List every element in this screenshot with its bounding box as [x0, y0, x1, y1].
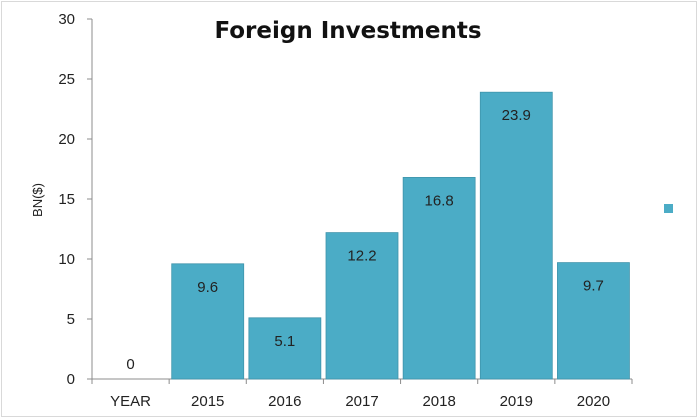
- bar-2019: [479, 91, 553, 380]
- bar-2017: [325, 232, 399, 380]
- plot-area: 0 5 10 15 20 25 30 0 YEAR 9.6 2015 5.1 2016 12.2 2017 1…: [58, 11, 633, 410]
- data-label-2018: 16.8: [425, 192, 454, 209]
- x-tick-label-2015: 2015: [191, 393, 224, 410]
- data-label-YEAR: 0: [126, 356, 134, 373]
- data-label-2019: 23.9: [502, 107, 531, 124]
- bar-2018: [402, 176, 476, 380]
- data-label-2017: 12.2: [347, 248, 376, 265]
- legend-marker: [664, 204, 673, 213]
- y-tick-label: 20: [58, 131, 75, 148]
- x-tick-label-2017: 2017: [345, 393, 378, 410]
- y-tick-label: 0: [67, 371, 75, 388]
- y-tick-label: 5: [67, 311, 75, 328]
- x-tick-label-2016: 2016: [268, 393, 301, 410]
- bar-2015: [171, 263, 245, 380]
- x-tick-label-2020: 2020: [577, 393, 610, 410]
- y-tick-label: 10: [58, 251, 75, 268]
- x-tick-label-YEAR: YEAR: [110, 393, 151, 410]
- y-tick-label: 15: [58, 191, 75, 208]
- x-tick-label-2018: 2018: [422, 393, 455, 410]
- data-label-2020: 9.7: [583, 278, 604, 295]
- y-tick-label: 30: [58, 11, 75, 28]
- data-label-2016: 5.1: [274, 333, 295, 350]
- chart-title: Foreign Investments: [214, 18, 481, 44]
- data-label-2015: 9.6: [197, 279, 218, 296]
- y-axis-label: BN($): [30, 183, 45, 217]
- bar-2020: [557, 262, 630, 380]
- y-tick-label: 25: [58, 71, 75, 88]
- x-tick-label-2019: 2019: [500, 393, 533, 410]
- bar-2016: [248, 317, 322, 380]
